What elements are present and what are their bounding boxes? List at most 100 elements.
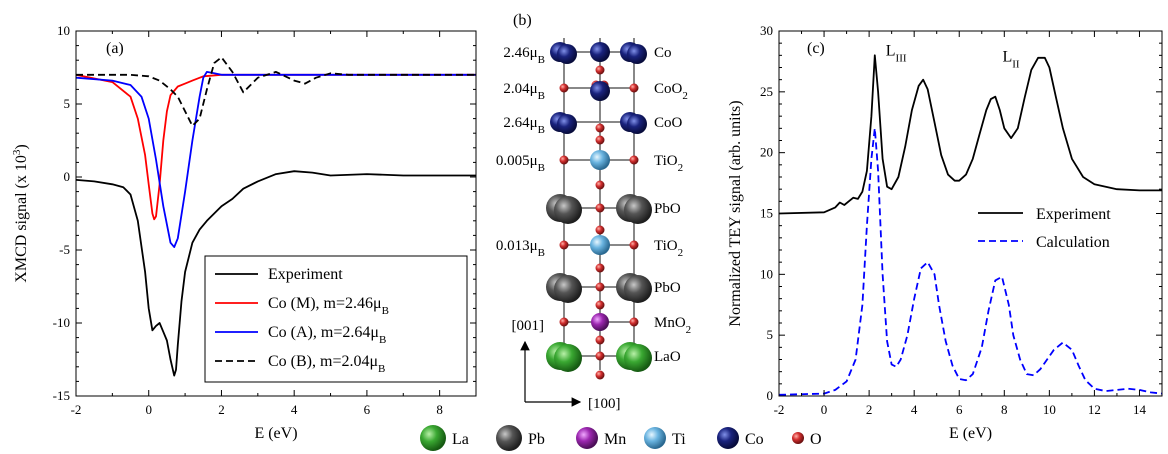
atom-o	[595, 300, 605, 310]
y-tick-label: -15	[53, 388, 70, 403]
atom-pb	[624, 275, 652, 303]
legend: Experiment Calculation	[978, 206, 1111, 251]
x-tick-label: 2	[218, 402, 225, 417]
legend-entry: Experiment	[1036, 206, 1111, 223]
atom-o	[595, 65, 605, 75]
y-axis-label: XMCD signal (x 103)	[11, 144, 30, 282]
atom-co	[627, 44, 647, 64]
legend-atom-la-icon	[420, 425, 446, 451]
atom-legend: La Pb Mn Ti Co O	[420, 425, 822, 451]
y-axis-label: Normalized TEY signal (arb. units)	[727, 100, 744, 326]
layer-formula: TiO2	[654, 238, 683, 259]
legend-atom-o-icon	[792, 432, 804, 444]
atom-o	[595, 263, 605, 273]
atom-o	[629, 83, 639, 93]
legend-atom-label: Mn	[604, 431, 626, 448]
atom-co	[627, 114, 647, 134]
atom-o	[629, 155, 639, 165]
y-tick-label: -5	[59, 242, 70, 257]
atom-o	[595, 203, 605, 213]
panel-a-xmcd-chart: -2 0 2 4 6 8 -15 -10 -5 0 5 10 E (eV) (a) XMCD signal …	[11, 23, 477, 442]
layer-formula: Co	[654, 45, 672, 61]
atom-co	[557, 114, 577, 134]
legend-atom-ti-icon	[644, 427, 666, 449]
legend-atom-co-icon	[717, 427, 739, 449]
atom-o	[595, 370, 605, 380]
layer-moment: 2.46μB	[503, 45, 545, 66]
y-tick-label: -10	[53, 315, 70, 330]
y-tick-label: 0	[767, 388, 774, 403]
legend-entry: Co (A), m=2.64μB	[268, 324, 386, 346]
legend-atom-label: O	[810, 431, 822, 448]
x-tick-label: 6	[956, 402, 963, 417]
x-tick-label: 0	[145, 402, 152, 417]
atom-pb	[554, 196, 582, 224]
x-tick-label: -2	[71, 402, 82, 417]
atom-pb	[624, 196, 652, 224]
atom-o	[595, 335, 605, 345]
legend-entry: Experiment	[268, 266, 343, 283]
atom-mn	[591, 313, 609, 331]
x-tick-label: 4	[291, 402, 298, 417]
legend-atom-mn-icon	[576, 427, 598, 449]
atom-o	[559, 155, 569, 165]
legend: Experiment Co (M), m=2.46μB Co (A), m=2.64…	[204, 255, 468, 383]
atom-o	[595, 180, 605, 190]
atom-la	[554, 344, 582, 372]
atom-o	[595, 135, 605, 145]
y-tick-label: 5	[64, 96, 71, 111]
legend-atom-label: Pb	[528, 431, 545, 448]
atom-co	[590, 81, 610, 101]
atom-o	[595, 351, 605, 361]
y-tick-label: 5	[767, 327, 774, 342]
peak-annotation: LII	[1002, 48, 1019, 70]
atom-o	[595, 123, 605, 133]
x-tick-label: 4	[911, 402, 918, 417]
atom-o	[595, 282, 605, 292]
layer-formula: LaO	[654, 349, 681, 365]
panel-b-structure: (b) Co 2.46μB CoO2 2.04μB CoO 2.64μB TiO2 0.005μ…	[496, 12, 691, 412]
atom-co	[557, 44, 577, 64]
layer-moment: 0.013μB	[496, 238, 545, 259]
x-tick-label: -2	[774, 402, 785, 417]
series-line-co-2	[76, 71, 476, 249]
atom-co	[590, 42, 610, 62]
atom-o	[559, 240, 569, 250]
axis-label-100: [100]	[588, 396, 621, 412]
layer-formula: CoO2	[654, 81, 688, 102]
y-tick-label: 0	[64, 169, 71, 184]
legend-atom-pb-icon	[496, 425, 522, 451]
legend-atom-label: Ti	[672, 431, 686, 448]
y-tick-label: 30	[760, 23, 773, 38]
atom-pb	[554, 275, 582, 303]
legend-entry: Calculation	[1036, 234, 1110, 251]
y-tick-label: 10	[760, 266, 773, 281]
x-axis-label: E (eV)	[254, 425, 297, 442]
x-tick-label: 8	[1001, 402, 1008, 417]
axis-label-001: [001]	[512, 318, 545, 334]
atom-o	[629, 317, 639, 327]
panel-label: (c)	[807, 40, 825, 57]
legend-entry: Co (M), m=2.46μB	[268, 295, 389, 317]
atom-ti	[590, 150, 610, 170]
y-tick-label: 10	[57, 23, 70, 38]
atom-ti	[590, 235, 610, 255]
atom-o	[559, 317, 569, 327]
legend-entry: Co (B), m=2.04μB	[268, 353, 385, 375]
series-line-experiment-0	[779, 54, 1162, 215]
series-line-calculation-1	[779, 127, 1162, 396]
x-tick-label: 8	[436, 402, 443, 417]
x-tick-label: 10	[1043, 402, 1056, 417]
series-line-co-1	[76, 73, 476, 221]
y-tick-label: 15	[760, 206, 773, 221]
atom-o	[559, 83, 569, 93]
series-line-experiment-0	[76, 170, 476, 377]
x-tick-label: 6	[364, 402, 371, 417]
layer-formula: PbO	[654, 201, 681, 217]
x-tick-label: 2	[866, 402, 873, 417]
atom-la	[624, 344, 652, 372]
y-tick-label: 25	[760, 84, 773, 99]
panel-label: (a)	[106, 40, 124, 57]
